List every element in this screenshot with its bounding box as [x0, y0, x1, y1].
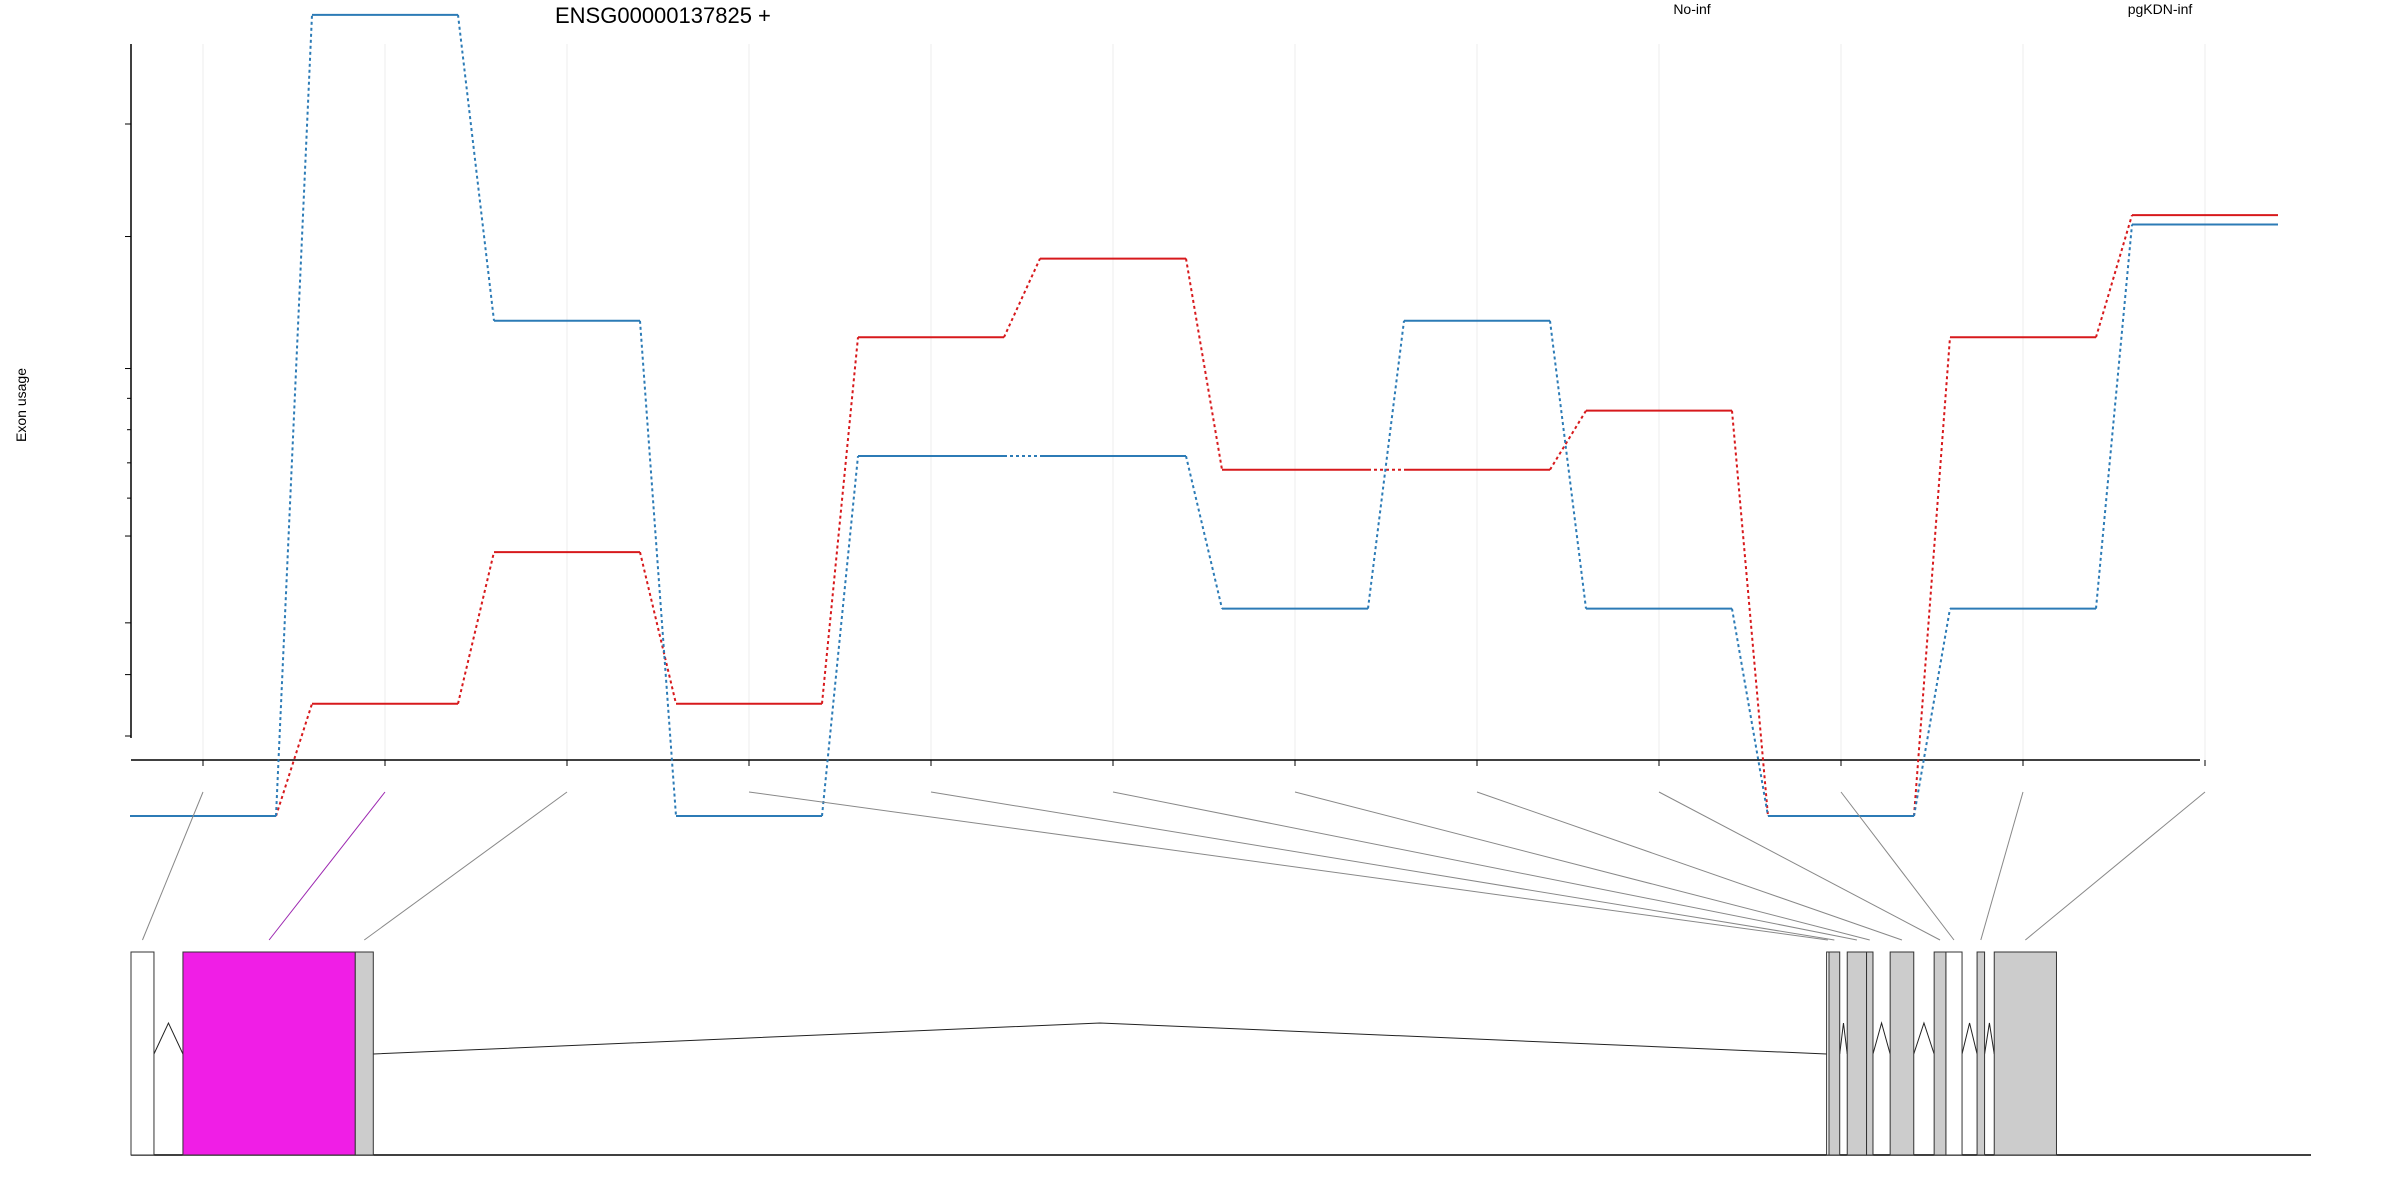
series-transition: [1185, 455, 1223, 609]
series-transition: [2095, 224, 2133, 609]
chart-title: ENSG00000137825 +: [555, 3, 771, 28]
exon-connector: [2025, 791, 2206, 941]
series-transition: [457, 551, 495, 704]
legend-pgkdn-inf: pgKDN-inf: [2128, 1, 2193, 17]
exon-connector: [142, 791, 204, 941]
grid-lines: [202, 44, 2206, 760]
exon-connector: [1980, 791, 2024, 941]
exon-connectors: [142, 791, 2206, 941]
exon-connector: [1294, 791, 1870, 941]
series-transition: [275, 703, 313, 817]
intron-line: [153, 1021, 184, 1055]
exon-box: [1945, 951, 1963, 1156]
series-transition: [457, 14, 495, 321]
legend-no-inf: No-inf: [1673, 1, 1710, 17]
exon-connector: [1840, 791, 1955, 941]
series-transition: [639, 320, 677, 817]
series-transition: [821, 337, 859, 704]
gene-model: [130, 951, 2311, 1156]
exon-box: [1933, 951, 1947, 1156]
exon-connector: [1658, 791, 1941, 941]
intron-line: [1872, 1021, 1891, 1055]
series-transition: [1731, 608, 1769, 817]
series-transition: [1185, 258, 1223, 470]
series-transition: [639, 551, 677, 704]
intron-line: [373, 1022, 1827, 1055]
series-pgkdn-inf: [130, 13, 2278, 818]
series-transition: [1003, 258, 1041, 338]
series-transition: [275, 14, 313, 817]
exon-box: [182, 951, 356, 1156]
series-transition: [1913, 608, 1951, 817]
exon-connector: [363, 791, 568, 941]
exon-connector: [268, 791, 386, 941]
series-transition: [821, 455, 859, 817]
exon-connector: [1476, 791, 1903, 941]
intron-line: [1961, 1022, 1978, 1055]
series-transition: [1913, 337, 1951, 817]
exon-box: [354, 951, 374, 1156]
intron-line: [1913, 1021, 1935, 1055]
exon-box: [1976, 951, 1986, 1156]
exon-box: [1993, 951, 2057, 1156]
intron-line: [1984, 1022, 1995, 1055]
series-transition: [1549, 320, 1587, 609]
exon-box: [1828, 951, 1841, 1156]
exon-connector: [748, 791, 1828, 941]
series-lines: [130, 13, 2278, 818]
exon-connector: [930, 791, 1835, 941]
axes: [125, 44, 2206, 766]
y-axis-label: Exon usage: [13, 368, 29, 442]
series-no-inf: [130, 214, 2278, 818]
intron-line: [1839, 1022, 1848, 1055]
exon-box: [1866, 951, 1874, 1156]
exon-connector: [1112, 791, 1857, 941]
series-transition: [1549, 410, 1587, 471]
exon-box: [130, 951, 155, 1156]
series-transition: [1731, 410, 1769, 817]
exon-box: [1889, 951, 1915, 1156]
series-transition: [1367, 320, 1405, 609]
exon-box: [1846, 951, 1868, 1156]
series-transition: [2095, 214, 2133, 338]
